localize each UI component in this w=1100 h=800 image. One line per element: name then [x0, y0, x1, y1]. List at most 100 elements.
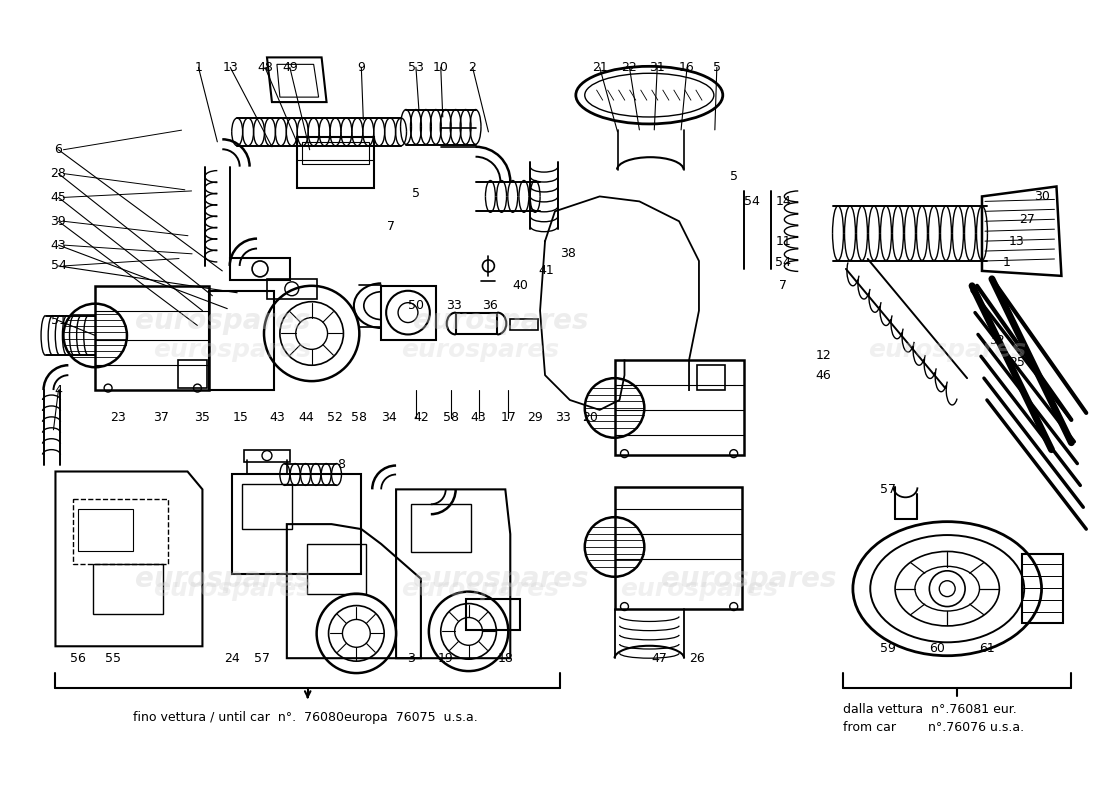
Text: 1: 1: [1003, 257, 1011, 270]
Text: 53: 53: [408, 61, 424, 74]
Text: 15: 15: [232, 411, 249, 424]
Bar: [96, 286, 209, 390]
Text: eurospares: eurospares: [620, 577, 778, 601]
Text: eurospares: eurospares: [402, 338, 560, 362]
Text: 25: 25: [1009, 356, 1025, 369]
Text: 5: 5: [411, 187, 420, 200]
Text: 57: 57: [880, 483, 895, 496]
Text: 47: 47: [651, 652, 668, 665]
Text: 33: 33: [556, 411, 571, 424]
Text: eurospares: eurospares: [868, 338, 1026, 362]
Text: dalla vettura  n°.76081 eur.: dalla vettura n°.76081 eur.: [843, 703, 1016, 716]
Bar: [510, 318, 538, 330]
Text: 54: 54: [51, 259, 66, 273]
Text: 18: 18: [497, 652, 514, 665]
Text: 56: 56: [70, 652, 86, 665]
Text: 21: 21: [592, 61, 607, 74]
Text: 42: 42: [412, 411, 429, 424]
Text: 20: 20: [582, 411, 597, 424]
Text: 12: 12: [815, 349, 830, 362]
Text: 54: 54: [776, 257, 791, 270]
Text: eurospares: eurospares: [134, 565, 310, 593]
Text: 30: 30: [1034, 190, 1049, 203]
Text: 43: 43: [51, 238, 66, 251]
Text: 3: 3: [407, 652, 415, 665]
Text: 1: 1: [195, 61, 202, 74]
Bar: [697, 366, 725, 390]
Text: 38: 38: [560, 246, 575, 259]
Bar: [230, 258, 289, 280]
Text: 7: 7: [387, 220, 395, 233]
Text: 57: 57: [254, 652, 270, 665]
Text: 16: 16: [679, 61, 695, 74]
Bar: [615, 487, 741, 609]
Text: 39: 39: [51, 214, 66, 228]
Bar: [267, 279, 317, 298]
Text: 14: 14: [776, 195, 791, 208]
Bar: [297, 137, 374, 189]
Text: 43: 43: [471, 411, 486, 424]
Text: 10: 10: [432, 61, 449, 74]
Text: 48: 48: [257, 61, 273, 74]
Text: 2: 2: [469, 61, 476, 74]
Text: 4: 4: [55, 383, 63, 397]
Text: 32: 32: [989, 334, 1004, 347]
Text: 43: 43: [270, 411, 285, 424]
Text: 59: 59: [880, 642, 895, 654]
Text: 34: 34: [382, 411, 397, 424]
Bar: [232, 474, 361, 574]
Bar: [455, 313, 497, 334]
Text: 54: 54: [744, 195, 759, 208]
Text: 6: 6: [55, 143, 63, 156]
Text: 5: 5: [713, 61, 721, 74]
Text: 40: 40: [513, 279, 528, 292]
Bar: [242, 485, 292, 529]
Text: 36: 36: [483, 299, 498, 312]
Text: 35: 35: [195, 411, 210, 424]
Text: 37: 37: [153, 411, 168, 424]
Text: 60: 60: [930, 642, 945, 654]
Text: 58: 58: [351, 411, 367, 424]
Text: 31: 31: [649, 61, 666, 74]
Text: 58: 58: [442, 411, 459, 424]
Bar: [411, 504, 471, 552]
Text: 9: 9: [358, 61, 365, 74]
Text: 28: 28: [51, 167, 66, 180]
Text: 13: 13: [1009, 234, 1024, 248]
Bar: [74, 499, 167, 564]
Text: eurospares: eurospares: [402, 577, 560, 601]
Text: 24: 24: [224, 652, 240, 665]
Bar: [209, 290, 274, 390]
Text: from car        n°.76076 u.s.a.: from car n°.76076 u.s.a.: [843, 722, 1024, 734]
Text: 51: 51: [51, 314, 66, 327]
Text: 19: 19: [438, 652, 453, 665]
Bar: [301, 142, 370, 164]
Text: 49: 49: [282, 61, 298, 74]
Text: 22: 22: [621, 61, 637, 74]
Text: 26: 26: [689, 652, 705, 665]
Text: 13: 13: [222, 61, 238, 74]
Text: 17: 17: [500, 411, 516, 424]
Bar: [244, 450, 289, 462]
Text: 45: 45: [51, 191, 66, 204]
Text: 52: 52: [327, 411, 342, 424]
Bar: [78, 510, 133, 551]
Bar: [615, 360, 744, 454]
Text: 44: 44: [299, 411, 315, 424]
Text: 46: 46: [815, 369, 830, 382]
Text: 61: 61: [979, 642, 994, 654]
Text: 27: 27: [1019, 213, 1035, 226]
Bar: [307, 544, 366, 594]
Text: 11: 11: [776, 234, 791, 248]
Bar: [382, 286, 436, 341]
Text: eurospares: eurospares: [412, 306, 588, 334]
Text: 50: 50: [408, 299, 424, 312]
Text: eurospares: eurospares: [134, 306, 310, 334]
Text: 7: 7: [780, 279, 788, 292]
Text: eurospares: eurospares: [412, 565, 588, 593]
Text: 23: 23: [110, 411, 125, 424]
Text: 41: 41: [538, 265, 554, 278]
Text: 33: 33: [446, 299, 462, 312]
Text: 55: 55: [106, 652, 121, 665]
Bar: [465, 598, 520, 630]
